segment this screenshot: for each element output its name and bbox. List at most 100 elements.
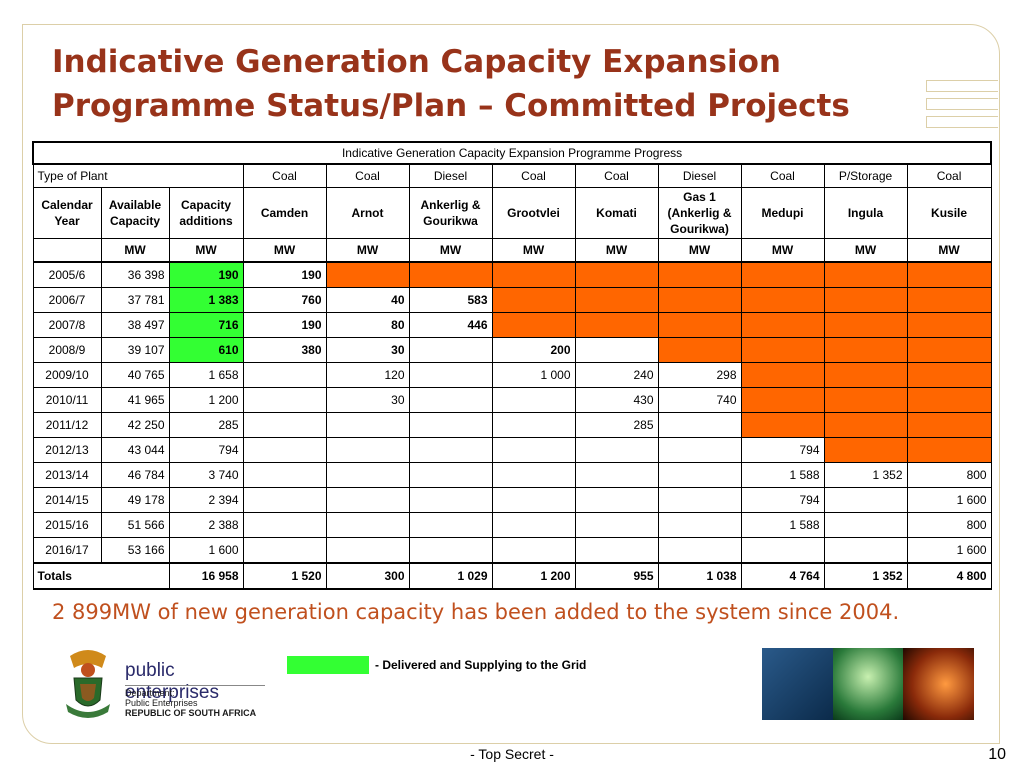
plant-type: Coal <box>491 163 576 188</box>
available-capacity-cell: 41 965 <box>100 387 170 413</box>
project-value-cell: 1 600 <box>906 487 992 513</box>
project-value-cell <box>408 387 493 413</box>
project-value-cell <box>574 437 659 463</box>
plant-type: Coal <box>242 163 327 188</box>
decorative-bars <box>926 80 998 134</box>
available-capacity-cell: 36 398 <box>100 261 170 288</box>
photo-strip <box>762 648 975 720</box>
project-value-cell <box>408 412 493 438</box>
slide-frame <box>22 24 1000 744</box>
available-capacity-cell: 37 781 <box>100 287 170 313</box>
plant-type: Diesel <box>408 163 493 188</box>
capacity-additions-cell: 3 740 <box>168 462 244 488</box>
capacity-additions-cell: 2 394 <box>168 487 244 513</box>
project-value-cell <box>823 312 908 338</box>
totals-label: Totals <box>32 562 170 590</box>
year-cell: 2016/17 <box>32 537 102 564</box>
project-value-cell <box>823 287 908 313</box>
project-value-cell <box>906 312 992 338</box>
project-value-cell <box>242 412 327 438</box>
project-value-cell: 794 <box>740 437 825 463</box>
project-value-cell <box>325 537 410 564</box>
project-value-cell <box>740 287 825 313</box>
project-value-cell: 30 <box>325 337 410 363</box>
totals-value-cell: 955 <box>574 562 659 590</box>
project-value-cell <box>823 512 908 538</box>
project-value-cell <box>408 261 493 288</box>
year-cell: 2008/9 <box>32 337 102 363</box>
project-value-cell <box>657 437 742 463</box>
plant-type: Diesel <box>657 163 742 188</box>
project-value-cell: 446 <box>408 312 493 338</box>
year-cell: 2015/16 <box>32 512 102 538</box>
capacity-additions-header: Capacity additions <box>168 187 244 239</box>
table-row: 2013/14 46 784 3 740 1 588 1 352 800 <box>32 462 992 488</box>
unit-cell: MW <box>906 238 992 263</box>
project-header: Medupi <box>740 187 825 239</box>
project-value-cell <box>408 337 493 363</box>
project-value-cell <box>325 462 410 488</box>
project-value-cell: 120 <box>325 362 410 388</box>
project-value-cell: 1 588 <box>740 462 825 488</box>
puzzle-hands-photo <box>762 648 833 720</box>
page-number: 10 <box>988 746 1006 763</box>
project-value-cell: 30 <box>325 387 410 413</box>
project-value-cell <box>906 261 992 288</box>
plant-type: Coal <box>325 163 410 188</box>
project-value-cell <box>408 462 493 488</box>
project-value-cell <box>491 412 576 438</box>
unit-cell: MW <box>242 238 327 263</box>
project-value-cell <box>242 512 327 538</box>
table-row: 2012/13 43 044 794 794 <box>32 437 992 463</box>
project-value-cell <box>491 312 576 338</box>
available-capacity-cell: 49 178 <box>100 487 170 513</box>
capacity-additions-cell: 1 658 <box>168 362 244 388</box>
table-row: 2014/15 49 178 2 394 794 1 600 <box>32 487 992 513</box>
project-value-cell: 200 <box>491 337 576 363</box>
available-capacity-cell: 51 566 <box>100 512 170 538</box>
totals-value-cell: 1 029 <box>408 562 493 590</box>
totals-additions: 16 958 <box>168 562 244 590</box>
totals-value-cell: 1 200 <box>491 562 576 590</box>
project-value-cell <box>491 261 576 288</box>
table-row: 2008/9 39 107 610 380 30 200 <box>32 337 992 363</box>
project-value-cell: 240 <box>574 362 659 388</box>
slide-title: Indicative Generation Capacity Expansion… <box>52 40 912 128</box>
project-value-cell <box>408 487 493 513</box>
capacity-note: 2 899MW of new generation capacity has b… <box>52 600 900 624</box>
project-value-cell <box>574 261 659 288</box>
available-capacity-cell: 53 166 <box>100 537 170 564</box>
project-value-cell <box>657 312 742 338</box>
brand-name: public enterprises <box>125 660 219 703</box>
project-value-cell <box>325 261 410 288</box>
available-capacity-cell: 38 497 <box>100 312 170 338</box>
project-value-cell <box>408 362 493 388</box>
capacity-additions-cell: 610 <box>168 337 244 363</box>
legend: - Delivered and Supplying to the Grid <box>287 656 586 674</box>
project-value-cell: 298 <box>657 362 742 388</box>
project-value-cell <box>657 337 742 363</box>
project-header: Grootvlei <box>491 187 576 239</box>
totals-row: Totals 16 958 1 520 300 1 029 1 200 955 1 038 4 … <box>32 562 992 590</box>
project-value-cell <box>823 412 908 438</box>
project-value-cell <box>823 487 908 513</box>
table-row: 2006/7 37 781 1 383 760 40 583 <box>32 287 992 313</box>
project-value-cell <box>657 462 742 488</box>
capacity-table: Indicative Generation Capacity Expansion… <box>31 141 993 590</box>
capacity-additions-cell: 2 388 <box>168 512 244 538</box>
project-value-cell <box>906 287 992 313</box>
project-header: Camden <box>242 187 327 239</box>
project-value-cell <box>574 487 659 513</box>
project-value-cell <box>740 362 825 388</box>
project-value-cell <box>823 337 908 363</box>
project-value-cell <box>906 387 992 413</box>
available-capacity-header: Available Capacity <box>100 187 170 239</box>
project-value-cell <box>823 261 908 288</box>
project-value-cell <box>740 261 825 288</box>
project-value-cell <box>491 487 576 513</box>
capacity-additions-cell: 1 600 <box>168 537 244 564</box>
project-header: Ankerlig & Gourikwa <box>408 187 493 239</box>
project-header: Ingula <box>823 187 908 239</box>
totals-value-cell: 1 520 <box>242 562 327 590</box>
unit-cell: MW <box>823 238 908 263</box>
